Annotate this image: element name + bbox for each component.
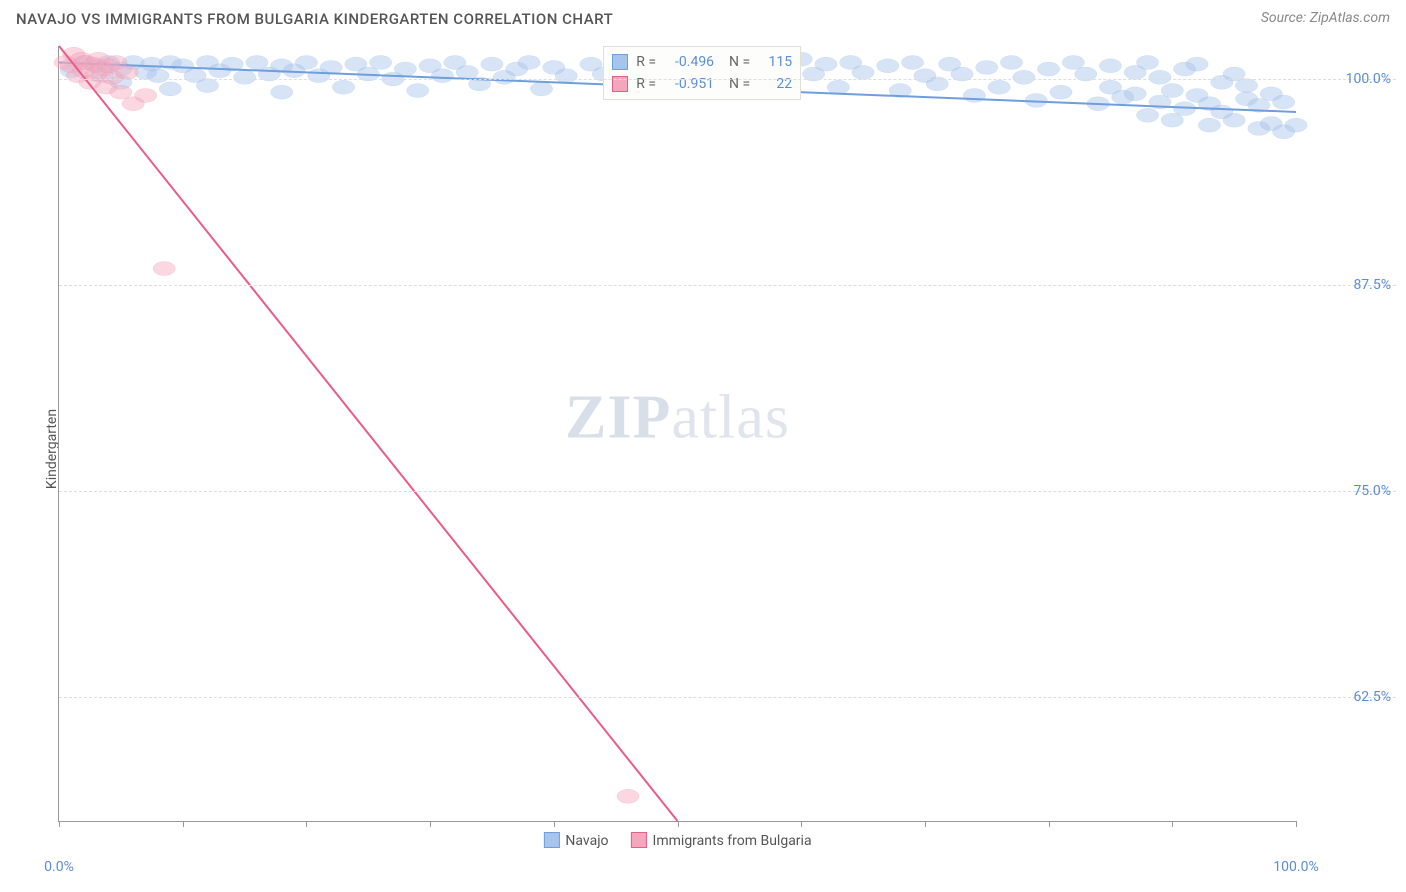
scatter-point [369,56,391,70]
legend-item: Immigrants from Bulgaria [631,832,812,849]
chart-title: NAVAJO VS IMMIGRANTS FROM BULGARIA KINDE… [16,10,613,28]
legend-item: Navajo [543,832,608,849]
x-tick [430,821,431,827]
scatter-point [1223,113,1245,127]
scatter-point [555,69,577,83]
stat-label: R = [636,73,656,95]
scatter-point [1099,59,1121,73]
source-attribution: Source: ZipAtlas.com [1261,10,1390,26]
scatter-point [134,88,156,102]
n-value: 115 [758,51,792,73]
series-swatch [612,54,628,70]
scatter-point [1124,87,1146,101]
scatter-point [1013,70,1035,84]
scatter-point [271,85,293,99]
scatter-point [481,57,503,71]
scatter-point [976,60,998,74]
scatter-point [456,65,478,79]
scatter-point [852,65,874,79]
scatter-point [1037,62,1059,76]
stat-label: R = [636,51,656,73]
x-tick [1172,821,1173,827]
gridline [59,491,1396,492]
x-tick [801,821,802,827]
gridline [59,79,1396,80]
scatter-point [110,85,132,99]
r-value: -0.496 [664,51,714,73]
scatter-point [1198,118,1220,132]
scatter-point [827,80,849,94]
x-tick [554,821,555,827]
x-tick [1296,821,1297,827]
scatter-point [394,62,416,76]
scatter-point [1161,84,1183,98]
x-tick [306,821,307,827]
scatter-point [1136,108,1158,122]
scatter-point [147,69,169,83]
chart-container: Kindergarten ZIPatlas R =-0.496 N =115R … [30,46,1396,852]
stats-row: R = -0.496 N = 115 [612,51,792,73]
scatter-point [1161,113,1183,127]
stat-label: N = [722,51,750,73]
trend-line [59,46,678,821]
legend-label: Immigrants from Bulgaria [653,833,812,849]
y-tick-label: 87.5% [1301,277,1391,293]
scatter-point [233,70,255,84]
legend: Navajo Immigrants from Bulgaria [543,832,811,849]
stat-label: N = [722,73,750,95]
plot-area: ZIPatlas R =-0.496 N =115R =-0.951 N =22… [58,46,1296,822]
scatter-point [1062,56,1084,70]
scatter-point [988,80,1010,94]
scatter-point [877,59,899,73]
scatter-point [1186,57,1208,71]
legend-label: Navajo [565,833,608,849]
scatter-point [901,56,923,70]
scatter-point [1272,95,1294,109]
scatter-point [617,789,639,803]
scatter-point [815,57,837,71]
scatter-point [1050,85,1072,99]
scatter-point [196,79,218,93]
gridline [59,285,1396,286]
scatter-point [159,82,181,96]
legend-swatch [543,832,559,848]
scatter-point [1000,56,1022,70]
scatter-point [1149,70,1171,84]
scatter-point [1235,79,1257,93]
scatter-point [518,56,540,70]
correlation-stats-box: R = -0.496 N = 115 R = -0.951 N = 22 [603,46,801,100]
y-tick-label: 62.5% [1301,689,1391,705]
stats-row: R = -0.951 N = 22 [612,73,792,95]
y-tick-label: 100.0% [1301,71,1391,87]
scatter-point [295,56,317,70]
gridline [59,697,1396,698]
scatter-point [530,82,552,96]
scatter-point [332,80,354,94]
legend-swatch [631,832,647,848]
x-tick [925,821,926,827]
x-tick [183,821,184,827]
y-tick-label: 75.0% [1301,483,1391,499]
scatter-point [1136,56,1158,70]
scatter-point [246,56,268,70]
scatter-point [407,84,429,98]
n-value: 22 [758,73,792,95]
x-tick-label: 0.0% [44,859,74,875]
scatter-point [431,69,453,83]
scatter-svg [59,46,1296,821]
x-tick [678,821,679,827]
scatter-point [116,65,138,79]
r-value: -0.951 [664,73,714,95]
scatter-point [1285,118,1307,132]
x-tick-label: 100.0% [1273,859,1318,875]
x-tick [59,821,60,827]
scatter-point [153,262,175,276]
x-tick [1049,821,1050,827]
